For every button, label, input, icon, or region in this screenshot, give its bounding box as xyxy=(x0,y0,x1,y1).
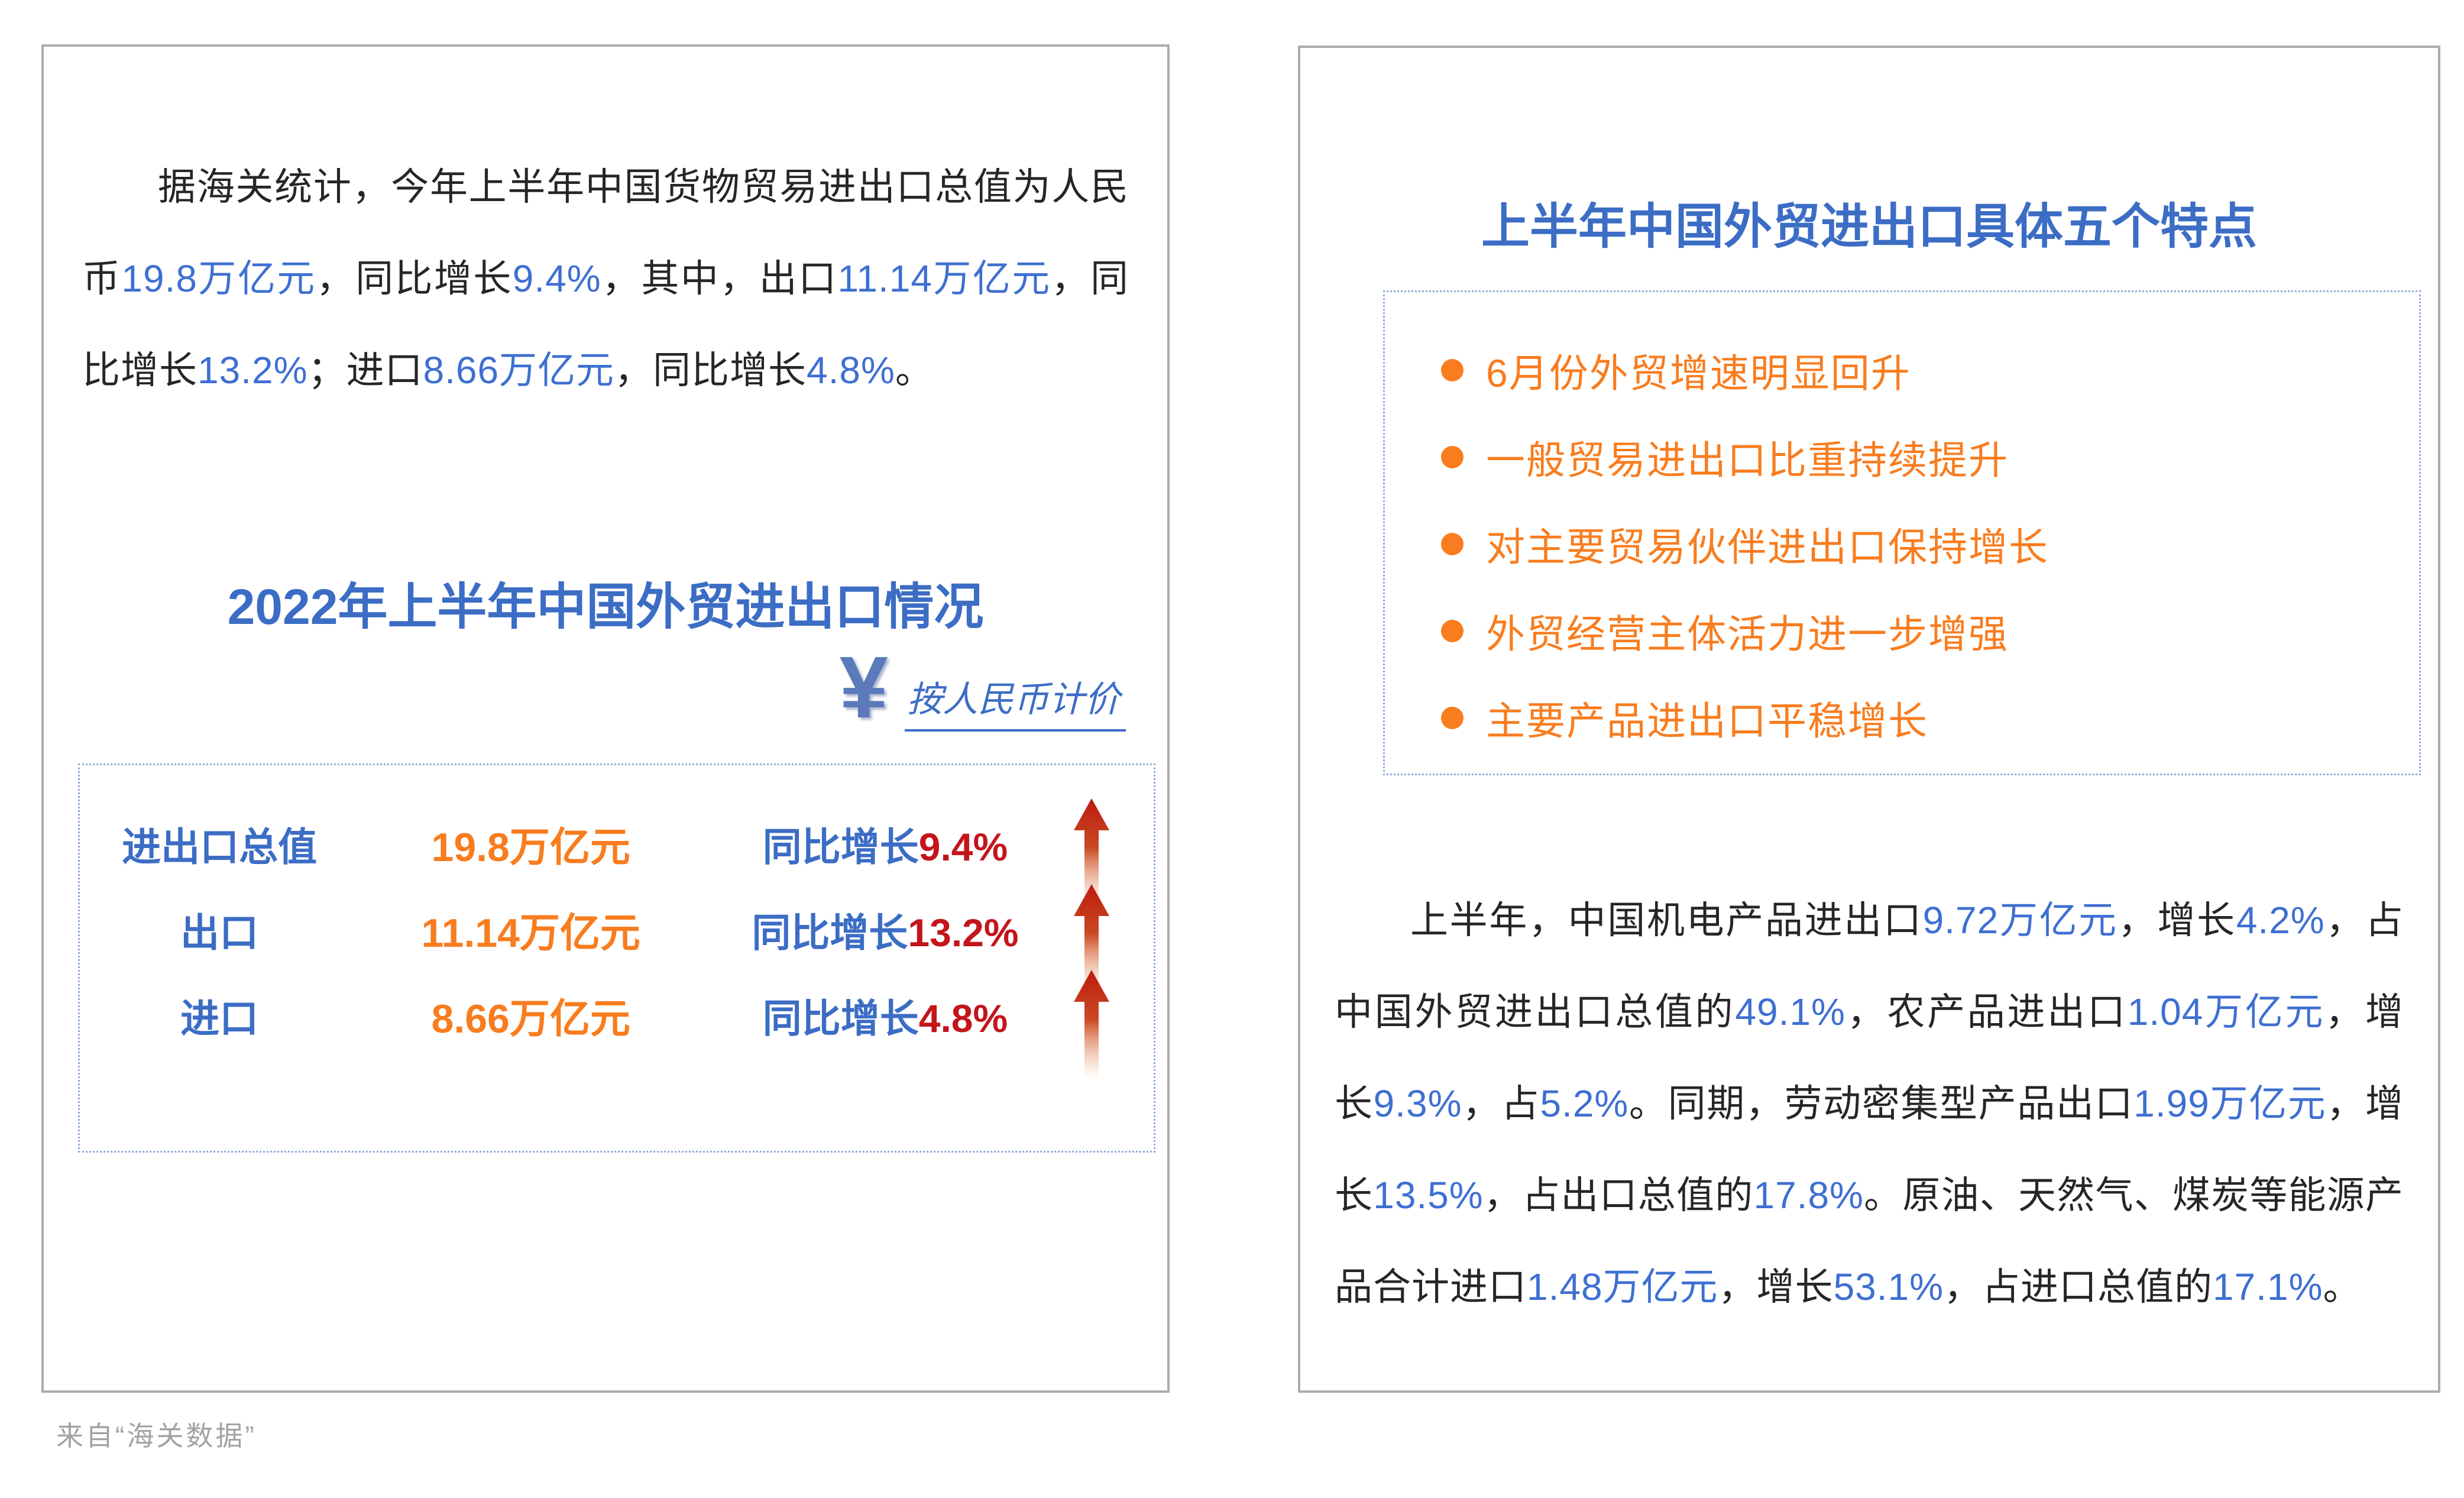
row-value: 8.66万亿元 xyxy=(431,996,630,1041)
text-segment: ，增长 xyxy=(1718,1266,1834,1308)
feature-item: 主要产品进出口平稳增长 xyxy=(1441,674,2419,761)
bullet-dot-icon xyxy=(1441,532,1463,555)
feature-item: 6月份外贸增速明显回升 xyxy=(1441,326,2419,413)
table-row-export: 出口 11.14万亿元 同比增长13.2% xyxy=(80,884,1154,994)
text-segment: 9.4% xyxy=(512,257,601,300)
text-segment: ，占中国外贸进出口总值的 xyxy=(1335,899,2404,1033)
text-segment: ，农产品进出口 xyxy=(1845,991,2128,1033)
growth-value: 13.2% xyxy=(908,910,1019,955)
detail-paragraph: 上半年，中国机电产品进出口9.72万亿元，增长4.2%，占中国外贸进出口总值的4… xyxy=(1335,875,2404,1333)
feature-item-label: 6月份外贸增速明显回升 xyxy=(1486,351,1911,395)
text-segment: 据海关统计，今年上半年中国货物贸易进出口总值为人民币 xyxy=(82,166,1129,300)
text-segment: 4.8% xyxy=(807,349,895,392)
text-segment: 53.1% xyxy=(1833,1266,1944,1308)
up-arrow-icon xyxy=(1068,884,1154,994)
feature-item-label: 外贸经营主体活力进一步增强 xyxy=(1486,612,2009,656)
row-value: 19.8万亿元 xyxy=(431,825,630,870)
source-note: 来自“海关数据” xyxy=(56,1421,257,1451)
text-segment: ，其中，出口 xyxy=(601,257,838,300)
feature-item-label: 对主要贸易伙伴进出口保持增长 xyxy=(1486,525,2049,569)
feature-item: 外贸经营主体活力进一步增强 xyxy=(1441,587,2419,674)
growth-value: 4.8% xyxy=(918,996,1008,1040)
table-row-total: 进出口总值 19.8万亿元 同比增长9.4% xyxy=(80,798,1154,908)
row-growth: 同比增长9.4% xyxy=(702,816,1067,872)
row-growth: 同比增长13.2% xyxy=(702,901,1067,958)
intro-paragraph: 据海关统计，今年上半年中国货物贸易进出口总值为人民币19.8万亿元，同比增长9.… xyxy=(82,141,1129,416)
text-segment: ，占进口总值的 xyxy=(1944,1266,2213,1308)
text-segment: 。 xyxy=(895,349,934,392)
text-segment: 17.8% xyxy=(1753,1174,1864,1216)
text-segment: 5.2% xyxy=(1540,1082,1629,1125)
text-segment: 。同期，劳动密集型产品出口 xyxy=(1628,1082,2134,1125)
up-arrow-icon xyxy=(1068,970,1154,1080)
row-value: 11.14万亿元 xyxy=(421,911,640,956)
text-segment: 49.1% xyxy=(1735,991,1845,1033)
text-segment: 上半年，中国机电产品进出口 xyxy=(1410,899,1923,941)
text-segment: ，同比增长 xyxy=(82,257,1129,392)
bullet-dot-icon xyxy=(1441,619,1463,642)
feature-item: 一般贸易进出口比重持续提升 xyxy=(1441,413,2419,500)
text-segment: 19.8万亿元 xyxy=(121,257,316,300)
bullet-dot-icon xyxy=(1441,358,1463,381)
text-segment: ，增长 xyxy=(2117,899,2236,941)
text-segment: 17.1% xyxy=(2213,1266,2323,1308)
text-segment: 9.3% xyxy=(1373,1082,1462,1125)
left-summary-card: 据海关统计，今年上半年中国货物贸易进出口总值为人民币19.8万亿元，同比增长9.… xyxy=(41,44,1170,1393)
row-growth: 同比增长4.8% xyxy=(702,987,1067,1044)
text-segment: 1.04万亿元 xyxy=(2127,991,2326,1033)
feature-item-label: 主要产品进出口平稳增长 xyxy=(1486,698,1928,743)
up-arrow-icon xyxy=(1068,798,1154,908)
text-segment: 9.72万亿元 xyxy=(1922,899,2118,941)
text-segment: 13.5% xyxy=(1373,1174,1484,1216)
trade-stats-table: 进出口总值 19.8万亿元 同比增长9.4% 出口 11. xyxy=(78,763,1155,1153)
yen-icon: ¥ xyxy=(839,639,888,736)
growth-prefix: 同比增长 xyxy=(752,910,908,955)
feature-item: 对主要贸易伙伴进出口保持增长 xyxy=(1441,500,2419,587)
bullet-dot-icon xyxy=(1441,445,1463,468)
text-segment: ，同比增长 xyxy=(316,257,513,300)
feature-list-box: 6月份外贸增速明显回升 一般贸易进出口比重持续提升 对主要贸易伙伴进出口保持增长… xyxy=(1383,290,2421,775)
row-label: 进出口总值 xyxy=(122,824,318,869)
row-label: 进口 xyxy=(180,996,259,1040)
currency-caption: ¥ 按人民币计价 xyxy=(840,644,1126,732)
text-segment: 1.99万亿元 xyxy=(2133,1082,2327,1125)
feature-item-label: 一般贸易进出口比重持续提升 xyxy=(1486,438,2009,482)
growth-prefix: 同比增长 xyxy=(762,996,919,1040)
text-segment: 4.2% xyxy=(2236,899,2325,941)
left-card-title: 2022年上半年中国外贸进出口情况 xyxy=(227,579,984,635)
table-row-import: 进口 8.66万亿元 同比增长4.8% xyxy=(80,970,1154,1080)
right-card-title: 上半年中国外贸进出口具体五个特点 xyxy=(1481,200,2257,254)
text-segment: 1.48万亿元 xyxy=(1527,1266,1718,1308)
text-segment: ，占 xyxy=(1462,1082,1540,1125)
row-label: 出口 xyxy=(180,910,259,955)
text-segment: 8.66万亿元 xyxy=(423,349,615,392)
growth-prefix: 同比增长 xyxy=(762,824,919,869)
text-segment: ，增长 xyxy=(1335,1082,2404,1216)
text-segment: 11.14万亿元 xyxy=(837,257,1051,300)
text-segment: 。原油、天然气、煤炭等能源产品合计进口 xyxy=(1335,1174,2404,1308)
text-segment: ，占出口总值的 xyxy=(1483,1174,1754,1216)
text-segment: 13.2% xyxy=(197,349,308,392)
growth-value: 9.4% xyxy=(918,824,1008,869)
text-segment: ，同比增长 xyxy=(614,349,807,392)
text-segment: ；进口 xyxy=(307,349,423,392)
text-segment: ，增长 xyxy=(1335,991,2404,1125)
currency-note-label: 按人民币计价 xyxy=(905,678,1126,732)
text-segment: 。 xyxy=(2323,1266,2362,1308)
bullet-dot-icon xyxy=(1441,706,1463,729)
right-features-card: 上半年中国外贸进出口具体五个特点 6月份外贸增速明显回升 一般贸易进出口比重持续… xyxy=(1298,46,2440,1393)
